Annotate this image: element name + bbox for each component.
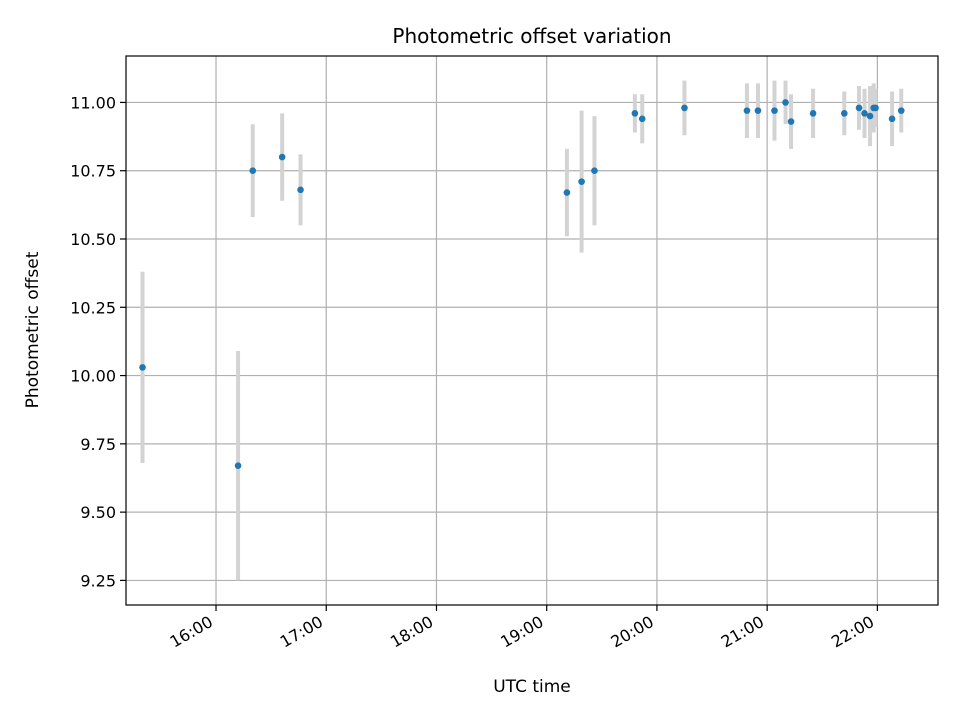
y-tick-label: 10.00 (70, 367, 116, 386)
data-point (866, 112, 874, 120)
data-point (578, 178, 585, 185)
data-point (872, 104, 879, 112)
x-tick-label: 16:00 (167, 612, 216, 652)
x-tick-label: 22:00 (828, 612, 877, 652)
x-tick-label: 17:00 (277, 612, 326, 652)
data-point (897, 107, 905, 114)
data-point (743, 107, 751, 114)
data-point (234, 462, 242, 470)
data-point (888, 115, 896, 123)
data-point (861, 110, 868, 117)
data-point (841, 110, 848, 117)
x-axis-title: UTC time (493, 677, 571, 697)
data-point (591, 167, 598, 175)
data-point (855, 104, 863, 112)
x-tick-label: 21:00 (718, 612, 767, 652)
x-tick-label: 19:00 (497, 612, 546, 652)
data-point (787, 118, 795, 125)
data-point (771, 107, 778, 114)
y-tick-label: 10.25 (70, 298, 116, 317)
x-tick-label: 18:00 (387, 612, 436, 652)
y-tick-label: 11.00 (70, 93, 116, 112)
y-axis-title: Photometric offset (23, 251, 43, 408)
data-point (297, 186, 304, 194)
data-point (631, 110, 639, 117)
data-points (139, 99, 905, 470)
x-tick-label: 20:00 (607, 612, 656, 652)
data-point (563, 189, 571, 196)
data-point (809, 110, 817, 117)
chart-title: Photometric offset variation (392, 24, 671, 48)
plot-frame (125, 55, 939, 606)
data-point (782, 99, 789, 106)
y-tick-label: 10.50 (70, 230, 116, 249)
data-point (638, 115, 646, 123)
data-point (278, 153, 286, 161)
plot-area (126, 56, 938, 605)
y-tick-label: 9.75 (80, 435, 116, 454)
y-tick-label: 9.50 (80, 503, 116, 522)
grid (126, 56, 938, 605)
data-point (681, 104, 688, 112)
x-axis-ticks: 16:00 17:00 18:00 19:00 20:00 21:00 22:00 (167, 605, 878, 652)
y-tick-label: 9.25 (80, 571, 116, 590)
data-point (249, 167, 257, 175)
data-point (139, 364, 146, 371)
y-tick-label: 10.75 (70, 162, 116, 181)
data-point (754, 107, 762, 114)
y-axis-ticks: 9.25 9.50 9.75 10.00 10.25 10.50 10.75 11.00 (70, 93, 126, 590)
